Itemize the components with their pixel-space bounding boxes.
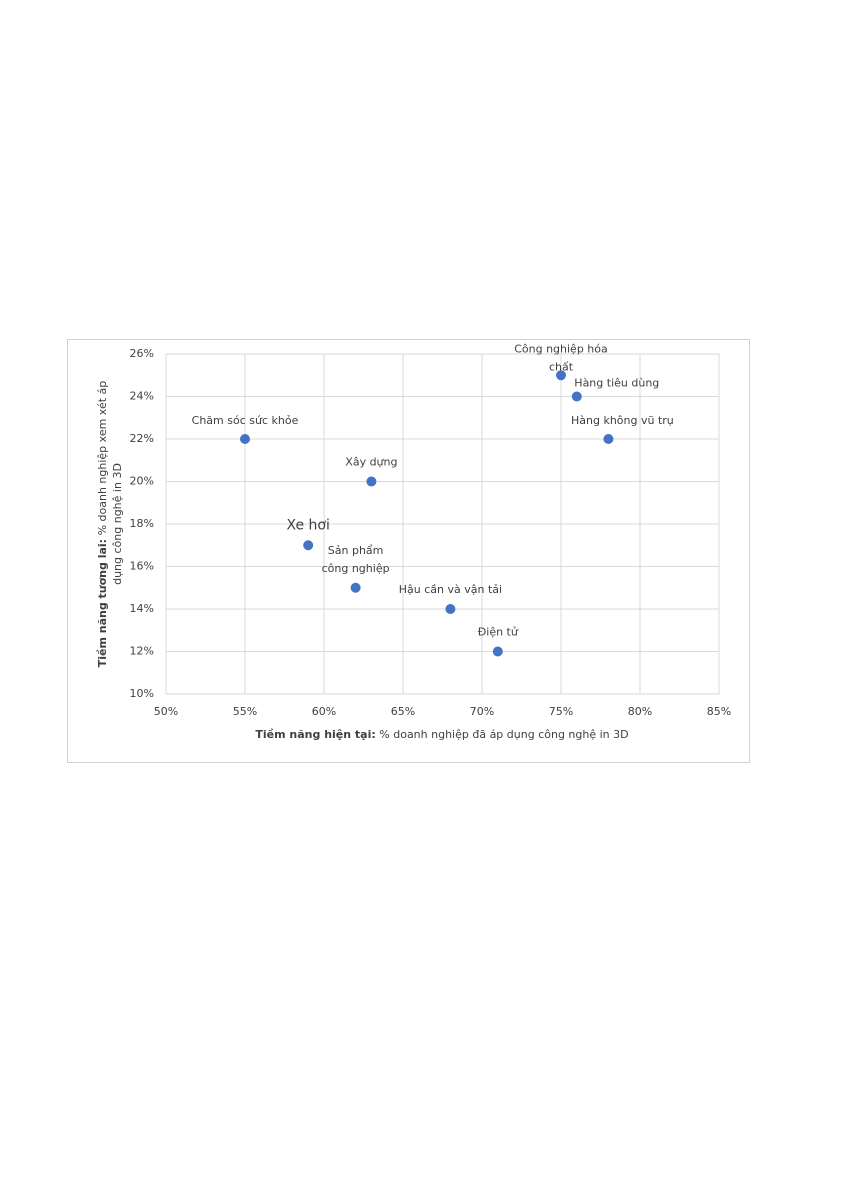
y-tick-label: 26%: [130, 347, 154, 360]
y-tick-label: 18%: [130, 517, 154, 530]
point-label: Chăm sóc sức khỏe: [192, 414, 299, 427]
x-tick-label: 50%: [154, 705, 178, 718]
y-tick-label: 12%: [130, 645, 154, 658]
point-label: Hàng tiêu dùng: [574, 377, 659, 390]
point: [556, 370, 566, 381]
x-tick-label: 65%: [391, 705, 415, 718]
y-tick-label: 16%: [130, 560, 154, 573]
y-tick-label: 10%: [130, 687, 154, 700]
point: [571, 391, 582, 402]
y-axis-label-bold: Tiềm năng tương lai:: [96, 539, 109, 667]
y-axis-label-line: Tiềm năng tương lai: % doanh nghiệp xem …: [96, 381, 109, 668]
y-axis-label-text: % doanh nghiệp xem xét áp: [96, 381, 109, 539]
point: [303, 540, 314, 551]
y-tick-label: 20%: [130, 475, 154, 488]
point-label: Công nghiệp hóa: [514, 342, 608, 355]
chart-frame: [67, 339, 750, 763]
x-tick-label: 75%: [549, 705, 573, 718]
point-label: chất: [549, 360, 574, 373]
y-tick-label: 14%: [130, 602, 154, 615]
point: [350, 582, 361, 593]
point-label: Xây dựng: [345, 456, 397, 469]
x-tick-label: 70%: [470, 705, 494, 718]
x-axis-label: Tiềm năng hiện tại: % doanh nghiệp đã áp…: [255, 728, 628, 741]
x-tick-label: 80%: [628, 705, 652, 718]
point-label: Hậu cần và vận tải: [399, 583, 502, 596]
y-axis-label: Tiềm năng tương lai: % doanh nghiệp xem …: [96, 381, 124, 668]
point-label: công nghiệp: [322, 562, 390, 575]
x-tick-label: 60%: [312, 705, 336, 718]
x-axis-label-text: % doanh nghiệp đã áp dụng công nghệ in 3…: [376, 728, 629, 741]
point: [240, 434, 250, 444]
point: [445, 604, 456, 614]
y-tick-label: 24%: [130, 390, 154, 403]
x-axis-label-bold: Tiềm năng hiện tại:: [255, 728, 375, 741]
point: [366, 476, 377, 487]
point-label: Điện tử: [478, 626, 519, 639]
point: [492, 646, 503, 657]
point-label: Hàng không vũ trụ: [571, 414, 674, 427]
point-label: Sản phẩm: [328, 544, 384, 557]
point: [603, 434, 614, 444]
y-tick-label: 22%: [130, 432, 154, 445]
y-axis-label-line: dụng công nghệ in 3D: [111, 463, 124, 585]
x-tick-label: 85%: [707, 705, 731, 718]
point-label: Xe hơi: [287, 517, 330, 533]
x-tick-label: 55%: [233, 705, 257, 718]
